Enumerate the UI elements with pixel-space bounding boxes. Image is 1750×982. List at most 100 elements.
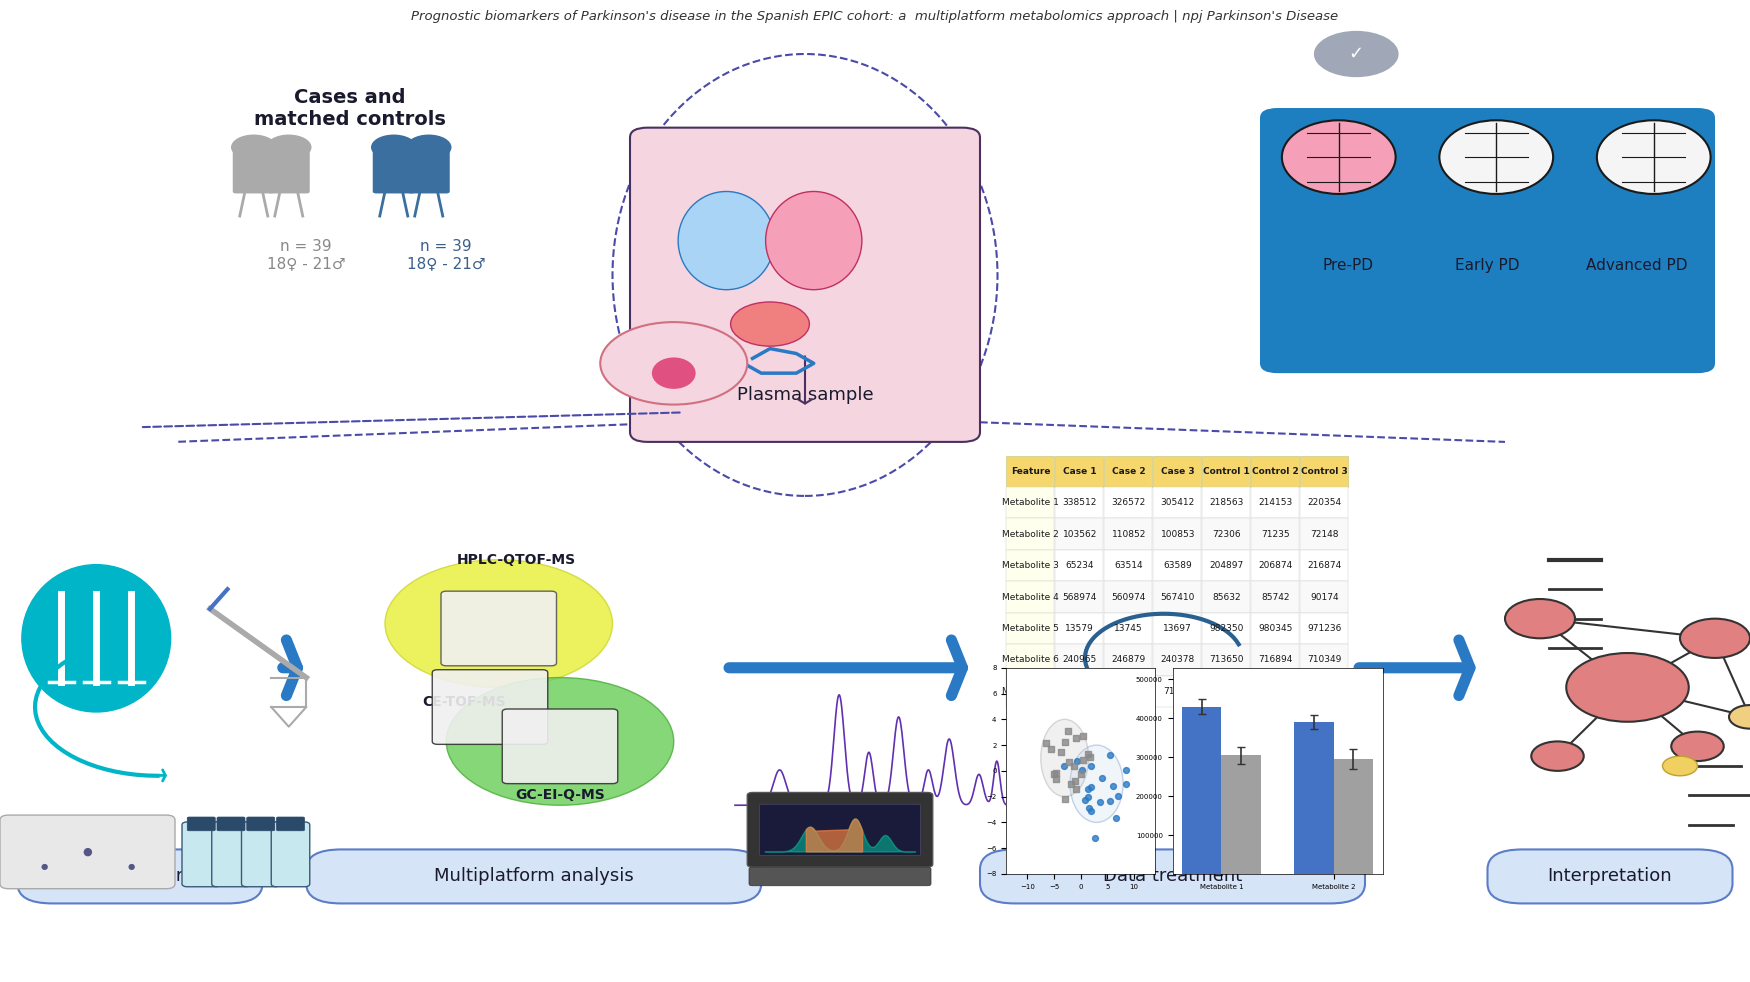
FancyBboxPatch shape [1260, 108, 1715, 373]
Text: Early PD: Early PD [1456, 257, 1519, 273]
Point [1076, 758, 1104, 774]
FancyBboxPatch shape [1300, 550, 1348, 581]
FancyBboxPatch shape [1251, 676, 1298, 707]
Text: 240378: 240378 [1160, 655, 1195, 665]
Point [1068, 762, 1096, 778]
FancyBboxPatch shape [1300, 487, 1348, 518]
Text: 246879: 246879 [1111, 655, 1146, 665]
FancyBboxPatch shape [212, 822, 250, 887]
Ellipse shape [21, 565, 172, 712]
Circle shape [1671, 732, 1724, 761]
Point [1060, 758, 1088, 774]
Point [1054, 723, 1082, 738]
FancyBboxPatch shape [441, 591, 556, 666]
Point [1046, 744, 1074, 760]
FancyBboxPatch shape [1006, 487, 1054, 518]
Ellipse shape [766, 191, 863, 290]
Text: Metabolite 5: Metabolite 5 [1003, 624, 1059, 633]
Text: 45398: 45398 [1262, 686, 1290, 696]
FancyBboxPatch shape [1153, 518, 1200, 550]
Text: 71046: 71046 [1164, 686, 1192, 696]
Text: HPLC-QTOF-MS: HPLC-QTOF-MS [457, 553, 576, 567]
Text: 980345: 980345 [1258, 624, 1293, 633]
Text: 45102: 45102 [1311, 686, 1339, 696]
Text: 65234: 65234 [1066, 561, 1094, 571]
Text: Interpretation: Interpretation [1547, 867, 1673, 886]
Text: GC-EI-Q-MS: GC-EI-Q-MS [514, 789, 606, 802]
Text: 13697: 13697 [1164, 624, 1192, 633]
FancyBboxPatch shape [1153, 644, 1200, 676]
FancyBboxPatch shape [0, 815, 175, 889]
Circle shape [1662, 756, 1698, 776]
Text: 63514: 63514 [1115, 561, 1143, 571]
FancyBboxPatch shape [980, 849, 1365, 903]
Point [1050, 758, 1078, 774]
Circle shape [406, 135, 452, 160]
Text: 216874: 216874 [1307, 561, 1342, 571]
Text: Metabolite 2: Metabolite 2 [1003, 529, 1059, 539]
FancyBboxPatch shape [1153, 487, 1200, 518]
Text: 71235: 71235 [1262, 529, 1290, 539]
Point [1038, 741, 1066, 757]
Text: Metabolite 4: Metabolite 4 [1003, 592, 1059, 602]
FancyBboxPatch shape [18, 849, 262, 903]
FancyBboxPatch shape [1055, 676, 1102, 707]
FancyBboxPatch shape [1104, 644, 1152, 676]
FancyBboxPatch shape [1153, 676, 1200, 707]
Point [1050, 735, 1078, 750]
Point [1076, 749, 1104, 765]
FancyBboxPatch shape [1055, 581, 1102, 613]
Text: 85742: 85742 [1262, 592, 1290, 602]
FancyBboxPatch shape [233, 150, 275, 193]
FancyBboxPatch shape [1055, 613, 1102, 644]
Text: 305412: 305412 [1160, 498, 1195, 508]
Text: ●: ● [82, 846, 93, 856]
Text: 560974: 560974 [1111, 592, 1146, 602]
FancyBboxPatch shape [1202, 487, 1249, 518]
FancyBboxPatch shape [630, 128, 980, 442]
FancyBboxPatch shape [1202, 644, 1249, 676]
Point [1062, 753, 1090, 769]
Ellipse shape [679, 191, 775, 290]
Text: 100853: 100853 [1160, 529, 1195, 539]
Bar [1334, 759, 1374, 874]
Point [1069, 728, 1097, 743]
FancyBboxPatch shape [1006, 613, 1054, 644]
Text: Case 1: Case 1 [1062, 466, 1097, 476]
FancyBboxPatch shape [1202, 550, 1249, 581]
Point [1043, 771, 1071, 787]
FancyBboxPatch shape [1202, 676, 1249, 707]
FancyBboxPatch shape [1251, 644, 1298, 676]
FancyBboxPatch shape [1202, 581, 1249, 613]
FancyBboxPatch shape [1488, 849, 1732, 903]
Point [1076, 780, 1104, 795]
Ellipse shape [732, 302, 809, 347]
FancyBboxPatch shape [1153, 581, 1200, 613]
Point [1096, 747, 1124, 763]
FancyBboxPatch shape [247, 817, 275, 831]
Ellipse shape [1438, 121, 1554, 194]
FancyBboxPatch shape [1055, 644, 1102, 676]
Text: n = 39
18♀ - 21♂: n = 39 18♀ - 21♂ [268, 240, 345, 271]
Text: 13745: 13745 [1115, 624, 1143, 633]
Point [1111, 763, 1139, 779]
Text: Control 1: Control 1 [1204, 466, 1250, 476]
Text: 326572: 326572 [1111, 498, 1146, 508]
Text: 338512: 338512 [1062, 498, 1097, 508]
Circle shape [371, 135, 416, 160]
FancyBboxPatch shape [747, 792, 933, 867]
Text: 971236: 971236 [1307, 624, 1342, 633]
Circle shape [231, 135, 276, 160]
Text: Advanced PD: Advanced PD [1586, 257, 1687, 273]
Point [1104, 789, 1132, 804]
FancyBboxPatch shape [1251, 518, 1298, 550]
Point [1060, 773, 1088, 789]
Ellipse shape [1069, 745, 1124, 823]
Point [1111, 776, 1139, 791]
FancyBboxPatch shape [1006, 518, 1054, 550]
Text: ●: ● [40, 861, 47, 871]
Bar [1222, 755, 1260, 874]
Text: Cases and
matched controls: Cases and matched controls [254, 87, 446, 129]
Text: 568974: 568974 [1062, 592, 1097, 602]
Circle shape [1312, 29, 1400, 79]
